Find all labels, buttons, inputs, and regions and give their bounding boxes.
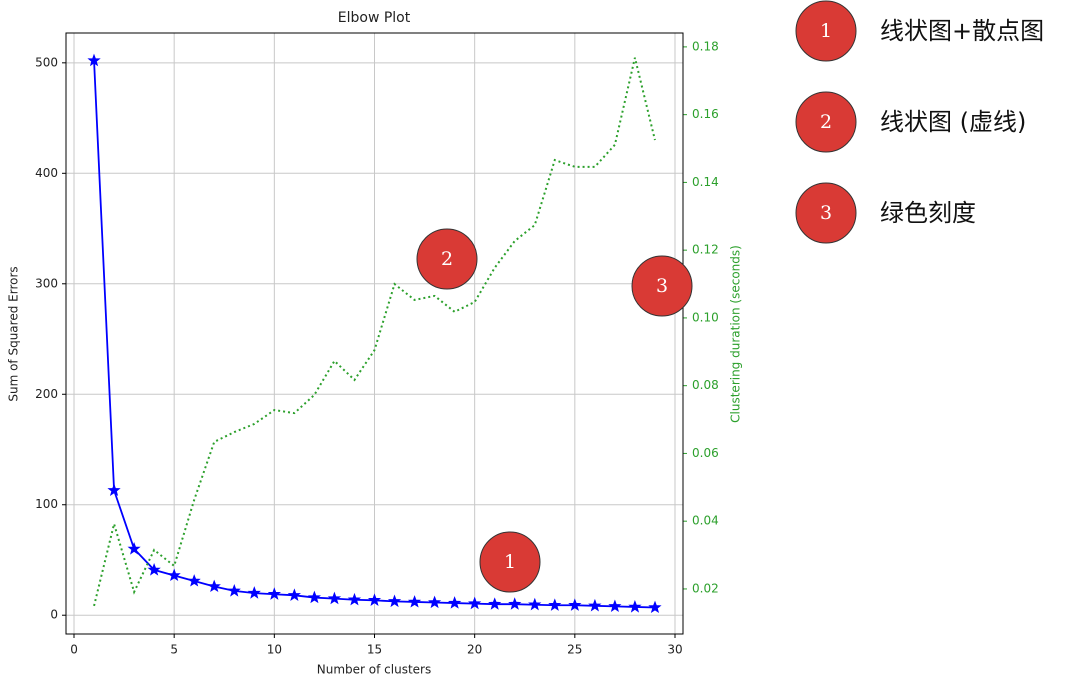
point-marker bbox=[508, 597, 522, 610]
y-tick-label: 500 bbox=[35, 55, 58, 69]
y2-tick-label: 0.08 bbox=[692, 378, 719, 392]
y2-tick-label: 0.06 bbox=[692, 446, 719, 460]
chart-badges: 1 2 3 bbox=[416, 228, 693, 593]
point-marker bbox=[107, 483, 121, 496]
point-marker bbox=[207, 579, 221, 593]
x-tick-label: 20 bbox=[467, 643, 482, 657]
y2-tick-label: 0.18 bbox=[692, 39, 719, 53]
x-tick-label: 5 bbox=[170, 643, 178, 657]
badge bbox=[795, 91, 857, 153]
note-text: 线状图+散点图 bbox=[880, 17, 1044, 45]
badge-number: 2 bbox=[441, 248, 453, 270]
point-marker bbox=[367, 593, 382, 606]
point-marker bbox=[327, 591, 342, 605]
point-marker bbox=[147, 562, 161, 576]
point-marker bbox=[387, 594, 402, 608]
point-marker bbox=[588, 598, 602, 612]
x-tick-label: 25 bbox=[567, 643, 582, 657]
point-marker bbox=[468, 596, 482, 610]
badge bbox=[795, 0, 857, 62]
badge bbox=[795, 182, 857, 244]
note-text: 线状图 (虚线) bbox=[880, 108, 1026, 136]
badge bbox=[631, 255, 693, 317]
series-line bbox=[93, 57, 656, 607]
point-marker bbox=[247, 586, 261, 599]
point-marker bbox=[187, 574, 201, 587]
point-marker bbox=[628, 599, 642, 613]
x-tick-label: 30 bbox=[667, 643, 682, 657]
badge bbox=[416, 228, 478, 290]
point-marker bbox=[488, 597, 502, 610]
point-marker bbox=[167, 568, 181, 582]
x-tick-label: 15 bbox=[367, 643, 382, 657]
y2-tick-label: 0.16 bbox=[692, 107, 719, 121]
x-axis-label: Number of clusters bbox=[317, 663, 431, 677]
y2-tick-label: 0.02 bbox=[692, 581, 719, 595]
point-marker bbox=[608, 599, 622, 612]
badge-number: 1 bbox=[504, 551, 516, 573]
point-marker bbox=[448, 596, 462, 609]
x-tick-label: 0 bbox=[70, 643, 78, 657]
point-marker bbox=[407, 595, 422, 608]
y-tick-label: 400 bbox=[35, 166, 58, 180]
badge-number: 3 bbox=[656, 275, 668, 297]
point-marker bbox=[307, 590, 321, 604]
y-tick-label: 300 bbox=[35, 276, 58, 290]
y-axis-label: Sum of Squared Errors bbox=[7, 266, 21, 401]
y-tick-label: 200 bbox=[35, 387, 58, 401]
y2-axis-label: Clustering duration (seconds) bbox=[729, 245, 743, 423]
point-marker bbox=[127, 541, 141, 555]
legend-notes: 1 线状图+散点图 2 线状图 (虚线) 3 绿色刻度 bbox=[795, 0, 1044, 244]
chart-title: Elbow Plot bbox=[338, 10, 411, 26]
point-marker bbox=[568, 598, 582, 611]
point-marker bbox=[648, 600, 662, 614]
y2-tick-label: 0.12 bbox=[692, 243, 719, 257]
point-marker bbox=[267, 587, 282, 600]
y-tick-label: 100 bbox=[35, 497, 58, 511]
point-marker bbox=[347, 592, 362, 606]
plot-frame bbox=[65, 32, 684, 635]
point-marker bbox=[428, 595, 442, 609]
x-tick-label: 10 bbox=[267, 643, 282, 657]
point-marker bbox=[87, 53, 101, 67]
badge bbox=[479, 531, 541, 593]
y2-tick-label: 0.04 bbox=[692, 514, 719, 528]
point-marker bbox=[287, 588, 301, 601]
y-tick-label: 0 bbox=[50, 608, 58, 622]
y2-tick-label: 0.14 bbox=[692, 175, 719, 189]
note-text: 绿色刻度 bbox=[880, 199, 976, 227]
badge-number: 3 bbox=[820, 202, 832, 224]
y2-tick-label: 0.10 bbox=[692, 310, 719, 324]
point-marker bbox=[528, 597, 542, 611]
badge-number: 2 bbox=[820, 111, 832, 133]
point-marker bbox=[227, 583, 241, 597]
badge-number: 1 bbox=[820, 20, 832, 42]
point-marker bbox=[548, 598, 562, 611]
